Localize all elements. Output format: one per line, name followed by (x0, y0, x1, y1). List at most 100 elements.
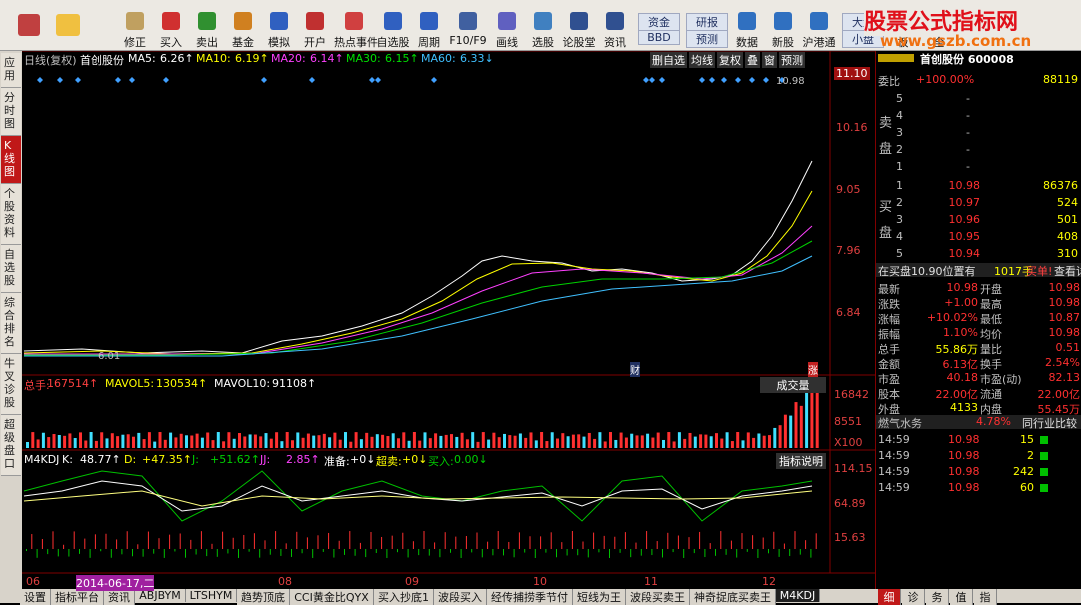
toolbar-button[interactable]: 模拟 (268, 36, 290, 49)
toolbar-button[interactable]: 自选股 (376, 36, 410, 49)
decor-bar (465, 536, 467, 549)
decor-bar (428, 438, 432, 448)
watermark-title: 股票公式指标网 (864, 4, 1019, 36)
right-tab[interactable]: 务 (926, 589, 949, 605)
bottom-tab[interactable]: 波段买卖王 (626, 589, 690, 605)
decor-marker (431, 77, 437, 83)
toolbar-button[interactable]: 论股堂 (562, 36, 596, 49)
sidebar-tab[interactable]: 个股资料 (1, 184, 21, 245)
decor-bar (577, 549, 579, 556)
bottom-tab[interactable]: 波段买入 (434, 589, 487, 605)
chart-button[interactable]: 均线 (689, 52, 715, 68)
sell-row: - (966, 160, 970, 173)
toolbar-button[interactable]: 基金 (232, 36, 254, 49)
decor-bar (752, 437, 756, 448)
decor-bar (762, 435, 766, 448)
buy-row: 10.96 (948, 213, 981, 226)
bottom-tab[interactable]: 经传捕捞季节付 (487, 589, 573, 605)
right-tab[interactable]: 细 (878, 589, 901, 605)
decor-bar (534, 440, 538, 448)
right-tab[interactable]: 值 (950, 589, 973, 605)
bottom-tab[interactable]: CCI黄金比QYX (290, 589, 374, 605)
indicator-value: +47.35↑ (142, 453, 192, 466)
decor-bar (169, 534, 171, 549)
bottom-tab[interactable]: 设置 (20, 589, 51, 605)
decor-bar (185, 549, 186, 558)
decor-bar (105, 533, 107, 549)
bottom-tab[interactable]: 指标平台 (51, 589, 104, 605)
decor-bar (306, 537, 308, 549)
toolbar-button[interactable]: 周期 (418, 36, 440, 49)
indicator-value: 48.77↑ (80, 453, 121, 466)
toolbar-button[interactable]: F10/F9 (449, 34, 487, 47)
decor-bar (110, 549, 112, 558)
sell-row: - (966, 126, 970, 139)
toolbar-button[interactable]: 修正 (124, 36, 146, 49)
industry-row: 燃气水务 (878, 417, 922, 430)
price-axis-label: 10.16 (836, 121, 868, 134)
toolbar-button[interactable]: 沪港通 (802, 36, 836, 49)
sidebar-tab[interactable]: 超级盘口 (1, 415, 21, 476)
sidebar-tab[interactable]: 综合排名 (1, 293, 21, 354)
toolbar-button[interactable]: 板 (897, 36, 909, 49)
decor-bar (566, 436, 570, 448)
toolbar-icon (459, 12, 477, 30)
sidebar-tab[interactable]: 牛叉诊股 (1, 354, 21, 415)
decor-bar (603, 535, 605, 549)
bottom-tab[interactable]: 趋势顶底 (237, 589, 290, 605)
decor-bar (137, 544, 139, 549)
decor-bar (306, 433, 310, 448)
bottom-tab[interactable]: ABJBYM (135, 589, 186, 602)
toolbar-button[interactable]: 买入 (160, 36, 182, 49)
toolbar-button[interactable]: 卖出 (196, 36, 218, 49)
toolbar-button[interactable]: 研报 (686, 13, 728, 31)
toolbar-button[interactable]: 新股 (772, 36, 794, 49)
trade-row: 14:59 (878, 449, 910, 462)
sidebar-tab[interactable]: 分时图 (1, 88, 21, 136)
decor-bar (593, 532, 595, 549)
bottom-tab[interactable]: 买入抄底1 (374, 589, 434, 605)
sidebar-tab[interactable]: 自选股 (1, 245, 21, 293)
decor-bar (503, 433, 506, 448)
bottom-tab[interactable]: 资讯 (104, 589, 135, 605)
decor-bar (359, 439, 363, 448)
chart-button[interactable]: 复权 (717, 52, 743, 68)
stat-row: 22.00亿 (1037, 388, 1081, 401)
toolbar-button[interactable]: BBD (638, 30, 680, 45)
stat-row: 最新 (878, 283, 900, 296)
toolbar-button[interactable]: 开户 (304, 36, 326, 49)
toolbar-button[interactable]: 数据 (736, 36, 758, 49)
stat-row: 总手 (878, 343, 900, 356)
indicator-button[interactable]: 指标说明 (776, 453, 826, 469)
volume-value: 91108↑ (272, 377, 317, 390)
decor-bar (614, 536, 616, 549)
chart-button[interactable]: 预测 (779, 52, 805, 68)
volume-value: 130534↑ (156, 377, 208, 390)
bottom-tab[interactable]: 短线为王 (573, 589, 626, 605)
decor-bar (275, 531, 277, 549)
decor-bar (624, 437, 628, 448)
decor-bar (662, 439, 665, 448)
toolbar-button[interactable]: 预测 (686, 30, 728, 48)
right-tab[interactable]: 诊 (902, 589, 925, 605)
toolbar-button[interactable]: 画线 (496, 36, 518, 49)
bottom-tab[interactable]: M4KDJ (776, 589, 820, 602)
sidebar-tab[interactable]: K线图 (1, 136, 21, 184)
decor-bar (238, 433, 241, 448)
decor-bar (328, 437, 332, 448)
toolbar-button[interactable]: 资讯 (604, 36, 626, 49)
toolbar-button[interactable]: 热点事件 (334, 36, 378, 49)
volume-dropdown[interactable]: 成交量 (760, 377, 826, 393)
bottom-tab[interactable]: LTSHYM (186, 589, 237, 602)
toolbar-button[interactable]: 选股 (532, 36, 554, 49)
chart-button[interactable]: 窗 (762, 52, 777, 68)
buy-row: 524 (1057, 196, 1078, 209)
toolbar-button[interactable]: 全 (933, 36, 945, 49)
right-tab[interactable]: 指 (974, 589, 997, 605)
bottom-tab[interactable]: 神奇捉底买卖王 (690, 589, 776, 605)
chart-button[interactable]: 叠 (745, 52, 760, 68)
toolbar-button[interactable]: 资金 (638, 13, 680, 31)
decor-bar (84, 538, 86, 549)
sidebar-tab[interactable]: 应用 (1, 53, 21, 88)
chart-button[interactable]: 删自选 (650, 52, 687, 68)
